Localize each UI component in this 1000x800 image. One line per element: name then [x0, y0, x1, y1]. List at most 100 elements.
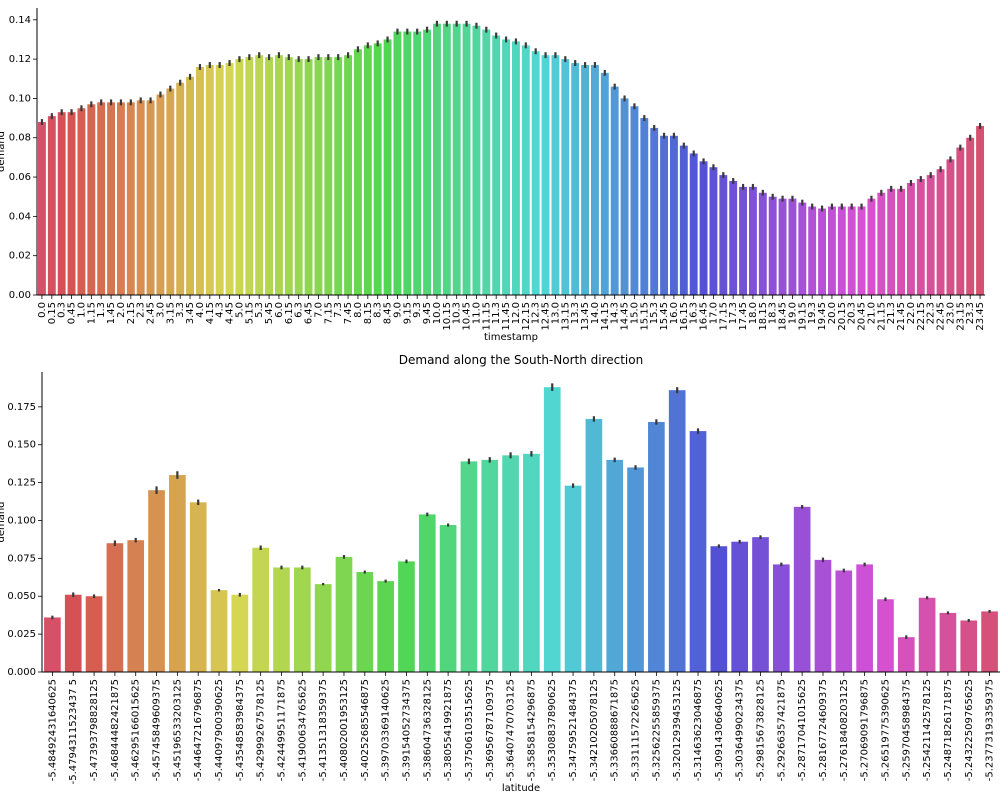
bar	[668, 390, 686, 672]
bar	[324, 57, 333, 296]
bar	[772, 564, 790, 672]
x-tick-label: -5.41900634765625	[297, 679, 308, 781]
x-tick-label: 2.0	[116, 302, 127, 318]
bar	[245, 57, 254, 296]
bar	[334, 57, 343, 296]
bar	[650, 127, 659, 296]
x-tick-label: -5.40802001953125	[339, 679, 350, 781]
bar	[235, 59, 244, 295]
bar	[314, 584, 332, 672]
x-tick-label: -5.24322509765625	[964, 679, 975, 781]
bar	[867, 198, 876, 295]
x-tick-label: 12.45	[541, 302, 552, 331]
bar	[166, 88, 175, 296]
bar	[778, 198, 787, 295]
x-tick-label: 8.3	[373, 302, 384, 318]
y-axis-label: demand	[0, 131, 7, 172]
bar	[225, 63, 234, 296]
bar	[377, 581, 394, 672]
x-tick-label: 3.15	[165, 302, 176, 324]
bar	[610, 86, 619, 296]
x-tick-label: 9.45	[422, 302, 433, 324]
bar	[274, 55, 283, 295]
bar	[442, 23, 451, 296]
bar	[906, 182, 915, 295]
bar	[857, 206, 866, 295]
bar	[215, 65, 224, 295]
bar	[531, 51, 540, 295]
x-tick-label: -5.37506103515625	[464, 679, 475, 781]
x-tick-label: -5.44097900390625	[214, 679, 225, 781]
x-tick-label: 22.15	[916, 302, 927, 331]
x-tick-label: 3.3	[175, 302, 186, 318]
x-tick-label: -5.33111572265625	[631, 679, 642, 781]
x-tick-label: 5.45	[264, 302, 275, 324]
x-tick-label: -5.47393798828125	[89, 679, 100, 781]
x-tick-label: 20.0	[827, 302, 838, 324]
bar	[502, 39, 511, 295]
x-tick-label: -5.30364990234375	[735, 679, 746, 781]
x-tick-label: 23.15	[955, 302, 966, 331]
x-tick-label: 9.3	[412, 302, 423, 318]
y-tick-label: 0.02	[9, 251, 31, 262]
bar	[344, 55, 353, 295]
bar	[960, 620, 978, 672]
bar	[413, 31, 422, 295]
x-tick-label: -5.35308837890625	[547, 679, 558, 781]
bar	[798, 202, 807, 295]
bar	[284, 57, 293, 296]
y-tick-label: 0.075	[7, 553, 36, 564]
bar	[630, 106, 639, 295]
bar	[492, 35, 501, 296]
x-tick-label: 2.45	[146, 302, 157, 324]
bar	[432, 23, 441, 296]
bar	[186, 76, 195, 296]
x-tick-label: 18.3	[768, 302, 779, 324]
bar	[481, 459, 499, 672]
x-tick-label: 5.15	[244, 302, 255, 324]
x-tick-label: 16.3	[689, 302, 700, 324]
x-tick-label: 13.0	[550, 302, 561, 324]
x-tick-label: 22.0	[906, 302, 917, 324]
y-tick-label: 0.08	[9, 133, 31, 144]
bar	[660, 135, 669, 295]
bar	[606, 459, 624, 672]
bar	[353, 49, 362, 295]
x-tick-label: -5.23773193359375	[985, 679, 996, 781]
bar	[294, 59, 303, 295]
chart-demand-by-latitude: Demand along the South-North direction -5…	[0, 353, 1000, 794]
x-tick-label: -5.46844482421875	[110, 679, 121, 781]
bar	[837, 206, 846, 295]
bar	[788, 198, 797, 295]
bar	[273, 567, 290, 672]
x-tick-label: 15.0	[629, 302, 640, 324]
bar	[768, 196, 777, 295]
x-tick-label: 16.15	[679, 302, 690, 331]
bar	[523, 453, 540, 672]
bar	[571, 63, 580, 296]
bar	[521, 45, 530, 295]
x-tick-label: -5.29266357421875	[776, 679, 787, 781]
bar	[814, 559, 832, 672]
bar	[462, 23, 471, 296]
chart-title: Demand along the South-North direction	[399, 353, 643, 367]
x-tick-label: 14.15	[600, 302, 611, 331]
bar	[148, 490, 165, 672]
bar	[67, 112, 76, 295]
x-tick-label: 23.45	[975, 302, 986, 331]
x-tick-label: -5.32562255859375	[651, 679, 662, 781]
x-tick-label: 21.45	[896, 302, 907, 331]
bar	[57, 112, 66, 295]
bar	[252, 547, 270, 672]
x-tick-label: 3.0	[155, 302, 166, 318]
bar	[758, 192, 767, 295]
x-tick-label: 19.3	[807, 302, 818, 324]
bar	[418, 514, 436, 672]
bar	[383, 39, 392, 295]
bar	[205, 65, 214, 295]
bar	[916, 179, 925, 295]
bar	[620, 98, 629, 296]
bar	[304, 59, 313, 295]
x-tick-label: 14.45	[620, 302, 631, 331]
bar	[439, 525, 457, 672]
